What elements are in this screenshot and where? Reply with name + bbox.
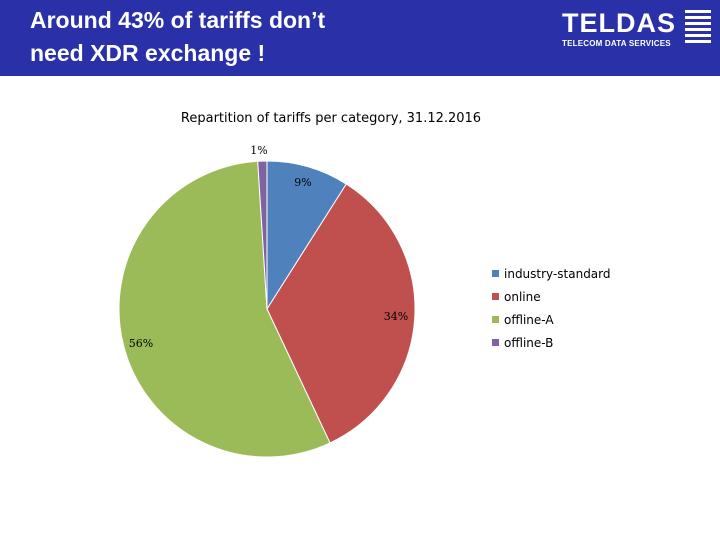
data-label-offline-B: 1% <box>250 144 267 157</box>
teldas-logo: TELDAS TELECOM DATA SERVICES <box>562 8 712 52</box>
pie-chart: Repartition of tariffs per category, 31.… <box>118 111 611 458</box>
chart-title: Repartition of tariffs per category, 31.… <box>181 111 481 126</box>
legend-swatch-offline-A <box>492 316 499 323</box>
pie-slice-offline-B <box>257 160 268 310</box>
legend-swatch-industry-standard <box>492 270 499 277</box>
logo-bars-icon <box>685 10 711 43</box>
pie-slice-industry-standard <box>266 160 347 311</box>
legend-label-industry-standard: industry-standard <box>504 267 611 281</box>
data-label-offline-A: 56% <box>129 337 153 350</box>
slide-header: Around 43% of tariffs don’t need XDR exc… <box>0 0 720 76</box>
legend-label-offline-B: offline-B <box>504 336 553 350</box>
slide-title: Around 43% of tariffs don’t need XDR exc… <box>30 7 326 66</box>
legend-swatch-offline-B <box>492 339 499 346</box>
legend-label-offline-A: offline-A <box>504 313 554 327</box>
data-label-industry-standard: 9% <box>294 176 311 189</box>
pie-slices <box>118 160 416 458</box>
legend-label-online: online <box>504 290 541 304</box>
pie-slice-offline-A <box>118 160 331 458</box>
data-labels: 9% 34% 56% 1% <box>129 144 408 350</box>
legend-swatch-online <box>492 293 499 300</box>
logo-tagline: TELECOM DATA SERVICES <box>562 39 671 48</box>
pie-slice-online <box>266 183 416 444</box>
chart-legend: industry-standard online offline-A offline-… <box>492 267 611 350</box>
logo-name: TELDAS <box>562 8 676 38</box>
data-label-online: 34% <box>384 310 408 323</box>
